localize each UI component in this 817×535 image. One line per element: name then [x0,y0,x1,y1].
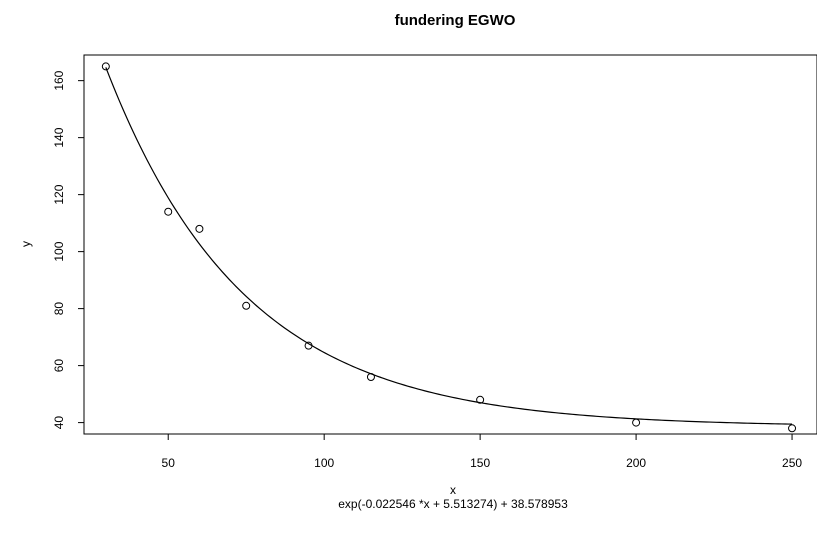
y-tick-label: 140 [52,127,66,147]
x-axis: 50 100 150 200 250 [162,434,802,470]
data-point [195,224,204,233]
y-tick-label: 80 [52,302,66,316]
x-tick-label: 250 [782,456,802,470]
data-point [101,62,110,71]
y-axis-label: y [19,241,33,247]
data-point [304,341,313,350]
data-point [366,373,375,382]
data-point [164,207,173,216]
x-tick-label: 200 [626,456,646,470]
x-tick-label: 50 [162,456,176,470]
y-tick-label: 40 [52,416,66,430]
data-point [242,301,251,310]
x-tick-label: 150 [470,456,490,470]
x-tick-label: 100 [314,456,334,470]
fit-curve [105,67,793,425]
y-tick-label: 100 [52,241,66,261]
chart-title: fundering EGWO [395,12,516,29]
data-point [632,418,641,427]
data-points [101,62,797,433]
y-axis: 40 60 80 100 120 140 160 [52,70,84,429]
fit-formula: exp(-0.022546 *x + 5.513274) + 38.578953 [338,497,568,511]
y-tick-label: 120 [52,184,66,204]
y-tick-label: 60 [52,359,66,373]
data-point [788,424,797,433]
plot-box [83,54,817,435]
data-point [476,395,485,404]
x-axis-label: x [450,483,456,497]
y-tick-label: 160 [52,70,66,90]
